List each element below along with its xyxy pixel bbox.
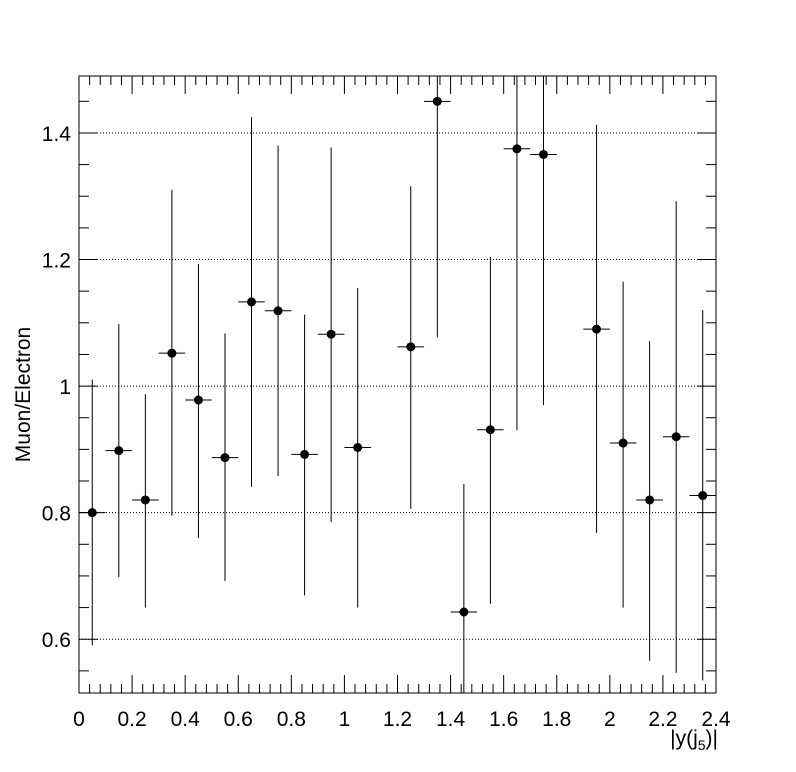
data-marker xyxy=(300,449,310,459)
x-axis-label-main: |y(j xyxy=(670,727,698,750)
tick-labels: 0 0.2 0.4 0.6 0.8 1 1.2 1.4 1.6 1.8 2 2.2 2.4 0.6 0.8 1… xyxy=(42,123,731,731)
data-point xyxy=(583,124,610,533)
data-point xyxy=(105,324,133,578)
axis-ticks xyxy=(78,76,717,693)
x-tick-label: 1.4 xyxy=(436,708,466,731)
data-marker xyxy=(220,453,230,463)
x-tick-label: 0.2 xyxy=(117,708,146,731)
data-point xyxy=(477,256,504,604)
x-tick-label: 1.6 xyxy=(489,708,518,731)
data-point xyxy=(158,189,186,516)
plot-frame xyxy=(78,75,717,694)
x-tick-label: 1.8 xyxy=(542,708,571,731)
data-marker xyxy=(459,607,469,617)
data-point xyxy=(264,145,292,476)
data-marker xyxy=(592,324,602,334)
data-point xyxy=(424,76,451,338)
data-marker xyxy=(193,395,203,405)
data-point xyxy=(344,287,371,608)
x-tick-label: 1 xyxy=(339,708,351,731)
data-marker xyxy=(432,96,442,106)
data-marker xyxy=(140,495,150,505)
y-tick-label: 1.2 xyxy=(42,250,71,273)
data-point xyxy=(211,333,239,581)
data-point xyxy=(450,484,478,693)
x-tick-label: 2.2 xyxy=(648,708,677,731)
data-marker xyxy=(87,508,97,518)
data-marker xyxy=(485,425,495,435)
data-marker xyxy=(353,442,363,452)
x-axis-label: |y(j5)| xyxy=(670,727,718,753)
data-marker xyxy=(273,306,283,316)
data-point xyxy=(185,263,212,538)
data-point xyxy=(132,394,159,608)
data-point xyxy=(291,314,318,596)
y-tick-label: 0.6 xyxy=(42,629,71,652)
data-point xyxy=(636,341,663,661)
data-marker xyxy=(326,329,336,339)
x-tick-label: 1.2 xyxy=(383,708,412,731)
x-tick-label: 2.4 xyxy=(701,708,731,731)
data-marker xyxy=(671,432,681,442)
data-point xyxy=(662,201,690,673)
grid-lines xyxy=(79,132,716,640)
data-point xyxy=(79,379,106,646)
data-marker xyxy=(167,348,177,358)
x-tick-label: 0.8 xyxy=(277,708,306,731)
data-points xyxy=(79,76,716,693)
y-axis-label: Muon/Electron xyxy=(12,327,35,462)
x-tick-label: 2 xyxy=(604,708,616,731)
data-point xyxy=(609,281,637,608)
x-tick-label: 0.4 xyxy=(171,708,201,731)
y-tick-label: 1 xyxy=(59,376,71,399)
x-tick-label: 0 xyxy=(73,708,85,731)
data-point xyxy=(530,76,557,406)
data-marker xyxy=(114,446,124,456)
data-marker xyxy=(247,297,257,307)
data-marker xyxy=(645,495,655,505)
data-marker xyxy=(618,438,628,448)
y-tick-label: 0.8 xyxy=(42,503,71,526)
data-point xyxy=(689,310,716,681)
x-tick-label: 0.6 xyxy=(224,708,253,731)
data-marker xyxy=(538,149,548,159)
data-point xyxy=(503,76,531,431)
data-marker xyxy=(406,342,416,352)
x-axis-label-suffix: )| xyxy=(706,727,718,750)
data-point xyxy=(397,186,425,509)
data-point xyxy=(238,117,265,487)
data-point xyxy=(317,147,345,523)
data-marker xyxy=(698,491,708,501)
data-marker xyxy=(512,144,522,154)
x-axis-label-subscript: 5 xyxy=(698,737,706,753)
y-tick-label: 1.4 xyxy=(42,123,72,146)
